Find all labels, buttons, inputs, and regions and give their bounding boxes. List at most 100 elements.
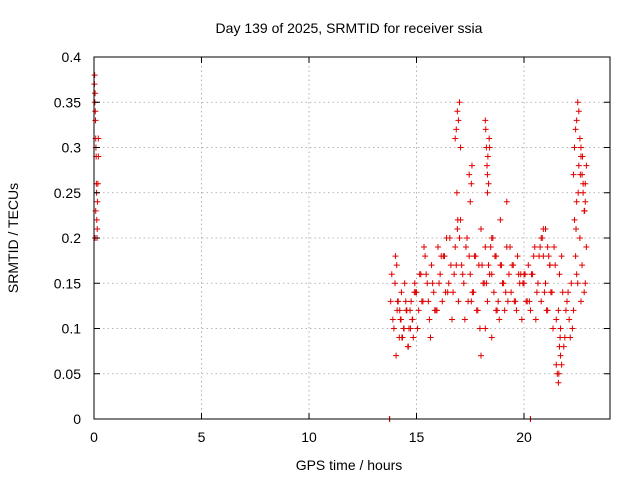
data-point <box>555 379 562 386</box>
data-point <box>398 334 405 341</box>
data-point <box>462 244 469 251</box>
data-point <box>485 262 492 269</box>
data-point <box>436 280 443 287</box>
grid-lines <box>94 57 610 419</box>
data-point <box>454 225 461 232</box>
data-point <box>392 280 398 287</box>
data-point <box>442 289 449 296</box>
data-point <box>426 316 433 323</box>
data-point <box>527 307 534 314</box>
data-point <box>572 253 579 260</box>
data-point <box>445 280 452 287</box>
data-point <box>461 316 468 323</box>
data-point <box>427 334 434 341</box>
data-point <box>428 262 435 269</box>
data-point <box>488 334 495 341</box>
data-point <box>532 316 539 323</box>
data-point <box>573 198 580 205</box>
data-point <box>560 343 567 350</box>
data-point <box>552 262 559 269</box>
data-point <box>574 280 581 287</box>
data-point <box>562 307 569 314</box>
data-point <box>508 289 515 296</box>
data-point <box>468 162 475 169</box>
data-point <box>95 135 102 142</box>
data-point <box>455 298 462 305</box>
data-point <box>478 352 484 359</box>
data-point <box>464 235 471 241</box>
chart-title: Day 139 of 2025, SRMTID for receiver ssi… <box>216 20 483 36</box>
data-point <box>507 244 514 251</box>
data-point <box>401 280 408 287</box>
x-tick-label: 5 <box>198 429 206 445</box>
data-point <box>470 289 477 296</box>
y-tick-label: 0.1 <box>62 321 82 337</box>
data-point <box>575 162 582 169</box>
data-point <box>500 280 507 287</box>
data-point <box>573 271 580 278</box>
data-point <box>414 325 421 332</box>
data-point <box>451 271 458 278</box>
data-point <box>582 280 589 287</box>
data-point <box>435 244 441 251</box>
data-point <box>540 253 547 260</box>
data-point <box>522 271 529 278</box>
series-srmtid <box>91 72 590 422</box>
y-tick-label: 0.4 <box>62 49 82 65</box>
data-point <box>581 289 588 296</box>
data-point <box>485 180 492 187</box>
data-point <box>495 298 502 305</box>
data-point <box>457 216 464 223</box>
data-point <box>557 325 564 332</box>
data-point <box>577 298 584 305</box>
data-point <box>496 316 503 323</box>
data-point <box>534 280 541 287</box>
data-point <box>561 334 568 341</box>
data-point <box>558 361 565 368</box>
data-point <box>486 144 493 151</box>
data-point <box>482 126 489 133</box>
data-point <box>398 289 405 296</box>
data-point <box>528 271 535 278</box>
data-point <box>453 189 460 196</box>
data-point <box>467 271 474 278</box>
data-point <box>542 225 549 232</box>
data-point <box>425 298 432 305</box>
data-point <box>545 253 552 260</box>
data-point <box>569 325 576 332</box>
data-point <box>487 244 494 251</box>
data-point <box>456 99 463 106</box>
data-point <box>409 316 416 323</box>
data-point <box>421 244 428 251</box>
data-point <box>543 307 550 314</box>
data-point <box>482 244 489 251</box>
data-point <box>577 144 584 151</box>
data-point <box>402 298 409 305</box>
data-point <box>503 198 510 205</box>
data-point <box>387 298 394 305</box>
data-point <box>413 289 420 296</box>
data-point <box>568 280 575 287</box>
data-point <box>484 162 491 169</box>
data-point <box>439 298 446 305</box>
data-point <box>392 253 399 260</box>
data-point <box>429 280 436 287</box>
y-axis-label: SRMTID / TECUs <box>5 183 21 293</box>
data-point <box>433 307 440 314</box>
data-point <box>531 244 538 251</box>
data-point <box>482 325 489 332</box>
data-point <box>581 207 588 214</box>
data-point <box>405 343 412 350</box>
data-point <box>422 253 429 260</box>
data-point <box>538 235 545 241</box>
data-point <box>564 298 570 305</box>
y-tick-label: 0.15 <box>54 275 81 291</box>
data-point <box>93 216 100 223</box>
data-point <box>550 325 557 332</box>
data-point <box>551 244 558 251</box>
data-point <box>513 307 520 314</box>
data-point <box>390 325 397 332</box>
data-point <box>498 262 505 269</box>
data-point <box>448 316 455 323</box>
y-tick-label: 0.3 <box>62 140 82 156</box>
